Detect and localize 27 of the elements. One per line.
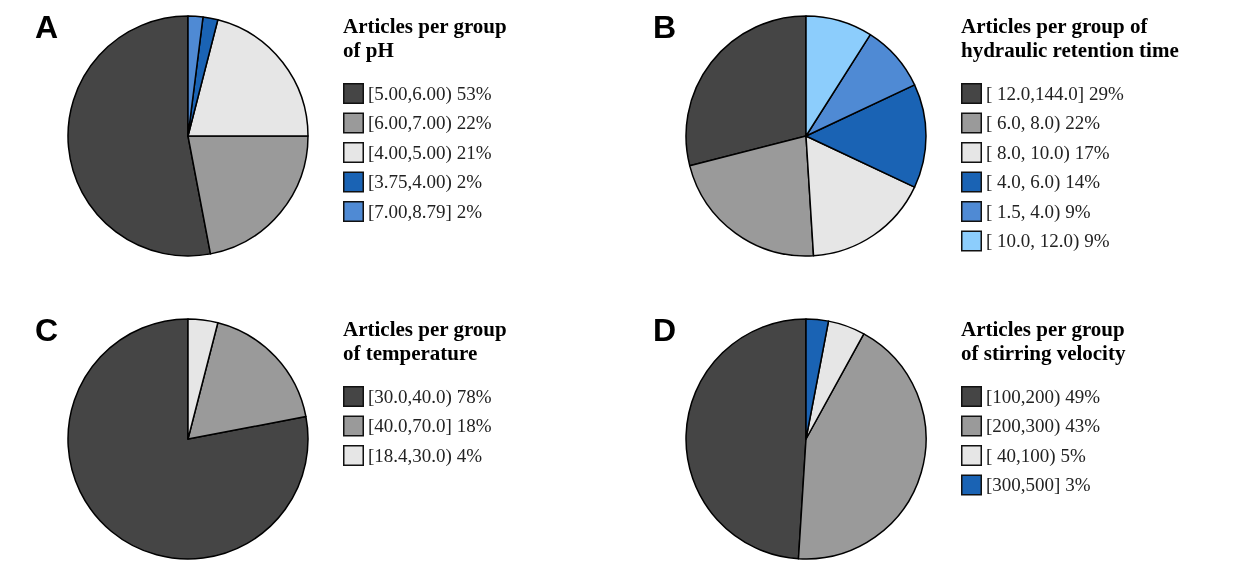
legend-title: Articles per group of stirring velocity	[961, 317, 1126, 365]
legend-label: [300,500] 3%	[986, 474, 1091, 495]
legend-label: [ 6.0, 8.0) 22%	[986, 112, 1101, 134]
legend-label: [ 10.0, 12.0) 9%	[986, 230, 1110, 252]
legend-label: [6.00,7.00) 22%	[368, 112, 492, 134]
legend-label: [30.0,40.0) 78%	[368, 385, 492, 408]
text: B	[653, 9, 677, 45]
legend-label: [200,300) 43%	[986, 415, 1101, 437]
legend-title: Articles per group of temperature	[343, 317, 507, 365]
text: C	[35, 312, 59, 348]
legend-label: [ 12.0,144.0] 29%	[986, 82, 1124, 104]
legend-label: [ 8.0, 10.0) 17%	[986, 141, 1110, 164]
legend-label: [18.4,30.0) 4%	[368, 444, 483, 467]
legend-label: [4.00,5.00) 21%	[368, 141, 492, 164]
legend-label: [ 4.0, 6.0) 14%	[986, 171, 1101, 193]
legend-label: [5.00,6.00) 53%	[368, 82, 492, 105]
text: D	[653, 312, 677, 348]
legend-label: [ 40,100) 5%	[986, 444, 1086, 467]
pie-slice	[67, 318, 309, 560]
legend-label: [100,200) 49%	[986, 385, 1101, 408]
legend-label: [3.75,4.00) 2%	[368, 171, 483, 193]
legend-label: [40.0,70.0] 18%	[368, 415, 492, 436]
legend-title: Articles per group of hydraulic retention time	[961, 14, 1179, 62]
legend-title: Articles per group of pH	[343, 14, 507, 62]
text: A	[35, 9, 59, 45]
legend-label: [ 1.5, 4.0) 9%	[986, 200, 1091, 223]
legend-label: [7.00,8.79] 2%	[368, 200, 483, 222]
